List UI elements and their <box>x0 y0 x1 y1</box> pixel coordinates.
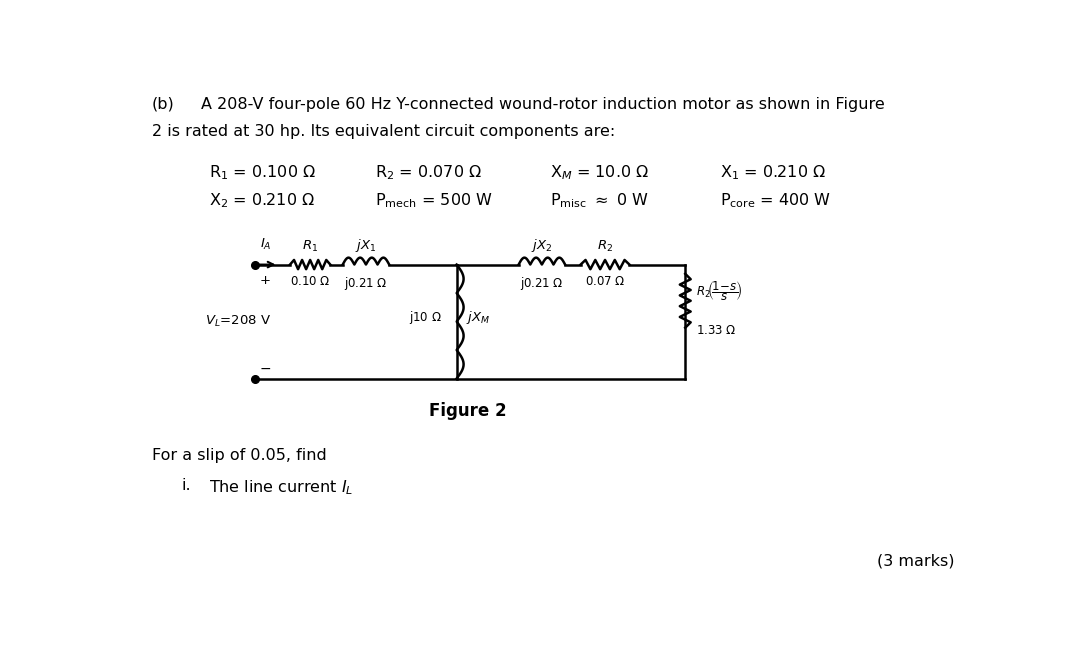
Text: 0.10 $\Omega$: 0.10 $\Omega$ <box>289 274 330 288</box>
Text: (b): (b) <box>152 96 175 111</box>
Text: +: + <box>260 274 271 287</box>
Text: The line current $I_L$: The line current $I_L$ <box>208 478 353 497</box>
Text: A 208-V four-pole 60 Hz Y-connected wound-rotor induction motor as shown in Figu: A 208-V four-pole 60 Hz Y-connected woun… <box>201 96 885 111</box>
Text: $V_L$=208 V: $V_L$=208 V <box>205 314 271 329</box>
Text: P$_\mathrm{misc}$ $\approx$ 0 W: P$_\mathrm{misc}$ $\approx$ 0 W <box>550 192 648 210</box>
Text: j10 $\Omega$: j10 $\Omega$ <box>408 309 442 326</box>
Text: For a slip of 0.05, find: For a slip of 0.05, find <box>152 448 327 463</box>
Text: (3 marks): (3 marks) <box>877 554 955 569</box>
Text: $jX_M$: $jX_M$ <box>465 309 490 326</box>
Text: −: − <box>260 361 271 376</box>
Text: X$_M$ = 10.0 $\Omega$: X$_M$ = 10.0 $\Omega$ <box>550 163 649 182</box>
Text: $jX_2$: $jX_2$ <box>531 237 553 254</box>
Text: X$_2$ = 0.210 $\Omega$: X$_2$ = 0.210 $\Omega$ <box>208 192 314 210</box>
Text: i.: i. <box>181 478 191 493</box>
Text: Figure 2: Figure 2 <box>430 402 508 420</box>
Text: P$_\mathrm{mech}$ = 500 W: P$_\mathrm{mech}$ = 500 W <box>375 192 494 210</box>
Text: $R_2$: $R_2$ <box>597 239 613 254</box>
Text: $jX_1$: $jX_1$ <box>355 237 377 254</box>
Text: j0.21 $\Omega$: j0.21 $\Omega$ <box>521 274 564 291</box>
Text: X$_1$ = 0.210 $\Omega$: X$_1$ = 0.210 $\Omega$ <box>720 163 826 182</box>
Text: j0.21 $\Omega$: j0.21 $\Omega$ <box>345 274 388 291</box>
Text: R$_1$ = 0.100 $\Omega$: R$_1$ = 0.100 $\Omega$ <box>208 163 315 182</box>
Text: $R_2\!\left(\!\dfrac{1\!-\!s}{s}\!\right)$: $R_2\!\left(\!\dfrac{1\!-\!s}{s}\!\right… <box>697 279 743 303</box>
Text: 2 is rated at 30 hp. Its equivalent circuit components are:: 2 is rated at 30 hp. Its equivalent circ… <box>152 125 616 140</box>
Text: 0.07 $\Omega$: 0.07 $\Omega$ <box>584 274 625 288</box>
Text: $R_1$: $R_1$ <box>302 239 319 254</box>
Text: $I_A$: $I_A$ <box>260 237 272 252</box>
Text: 1.33 $\Omega$: 1.33 $\Omega$ <box>697 323 737 336</box>
Text: R$_2$ = 0.070 $\Omega$: R$_2$ = 0.070 $\Omega$ <box>375 163 482 182</box>
Text: P$_\mathrm{core}$ = 400 W: P$_\mathrm{core}$ = 400 W <box>720 192 832 210</box>
